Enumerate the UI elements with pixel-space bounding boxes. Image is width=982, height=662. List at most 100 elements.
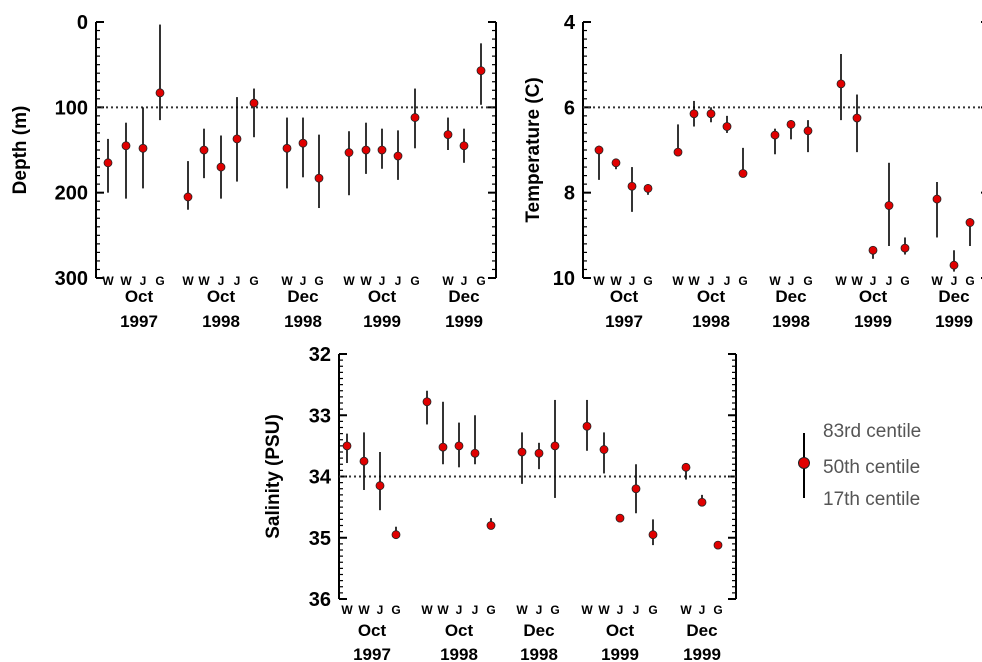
salinity-median-point	[391, 530, 401, 540]
temperature-site-label: J	[951, 274, 958, 288]
depth-y-tick-label: 100	[55, 97, 88, 119]
salinity-group-month-label: Oct	[606, 621, 635, 640]
depth-median-point	[476, 66, 486, 76]
depth-group-year-label: 1998	[202, 312, 240, 331]
depth-group-month-label: Dec	[287, 287, 318, 306]
depth-site-label: W	[198, 274, 210, 288]
temperature-group-month-label: Oct	[697, 287, 726, 306]
depth-median-point	[103, 158, 113, 168]
depth-site-label: W	[182, 274, 194, 288]
salinity-group-year-label: 1999	[683, 645, 721, 662]
salinity-site-label: W	[437, 603, 449, 617]
legend-label-50th: 50th centile	[823, 457, 920, 478]
salinity-site-label: W	[598, 603, 610, 617]
depth-group-month-label: Dec	[448, 287, 479, 306]
salinity-group-month-label: Oct	[445, 621, 474, 640]
temperature-group-month-label: Oct	[610, 287, 639, 306]
depth-site-label: G	[314, 274, 323, 288]
salinity-y-axis-label: Salinity (PSU)	[263, 414, 284, 539]
salinity-group-month-label: Dec	[686, 621, 717, 640]
salinity-group-year-label: 1998	[520, 645, 558, 662]
depth-site-label: G	[155, 274, 164, 288]
legend-label-17th: 17th centile	[823, 489, 920, 510]
temperature-median-point	[594, 145, 604, 155]
depth-site-label: W	[360, 274, 372, 288]
temperature-median-point	[722, 122, 732, 131]
temperature-site-label: J	[724, 274, 731, 288]
temperature-group-year-label: 1997	[605, 312, 643, 331]
depth-site-label: J	[395, 274, 402, 288]
temperature-site-label: G	[643, 274, 652, 288]
temperature-site-label: W	[931, 274, 943, 288]
depth-median-point	[216, 162, 226, 172]
temperature-site-label: J	[870, 274, 877, 288]
temperature-median-point	[643, 183, 653, 193]
salinity-site-label: G	[550, 603, 559, 617]
depth-site-label: J	[234, 274, 241, 288]
depth-median-point	[282, 143, 292, 153]
temperature-median-point	[900, 243, 910, 253]
salinity-median-point	[375, 481, 385, 491]
salinity-group-year-label: 1999	[601, 645, 639, 662]
depth-site-label: G	[476, 274, 485, 288]
salinity-site-label: J	[536, 603, 543, 617]
temperature-site-label: J	[886, 274, 893, 288]
salinity-site-label: W	[680, 603, 692, 617]
depth-group-month-label: Oct	[368, 287, 397, 306]
depth-y-tick-label: 300	[55, 268, 88, 290]
salinity-median-point	[615, 513, 625, 523]
temperature-y-tick-label: 4	[564, 12, 576, 34]
temperature-site-label: G	[738, 274, 747, 288]
salinity-median-point	[486, 521, 496, 530]
temperature-site-label: G	[803, 274, 812, 288]
depth-site-label: G	[410, 274, 419, 288]
salinity-site-label: G	[391, 603, 400, 617]
temperature-median-point	[852, 113, 862, 123]
temperature-group-month-label: Dec	[938, 287, 969, 306]
temperature-site-label: W	[672, 274, 684, 288]
temperature-site-label: W	[769, 274, 781, 288]
salinity-site-label: W	[358, 603, 370, 617]
temperature-median-point	[611, 158, 621, 168]
salinity-site-label: G	[486, 603, 495, 617]
salinity-group-year-label: 1998	[440, 645, 478, 662]
temperature-y-tick-label: 8	[564, 183, 575, 205]
temperature-site-label: W	[851, 274, 863, 288]
temperature-median-point	[932, 194, 942, 204]
salinity-site-label: W	[516, 603, 528, 617]
temperature-median-point	[836, 79, 846, 89]
salinity-median-point	[599, 445, 609, 454]
depth-y-tick-label: 200	[55, 183, 88, 205]
depth-median-point	[232, 134, 242, 144]
salinity-median-point	[631, 484, 641, 494]
temperature-site-label: W	[593, 274, 605, 288]
temperature-median-point	[673, 147, 683, 157]
temperature-median-point	[770, 130, 780, 140]
depth-median-point	[298, 138, 308, 148]
depth-group-month-label: Oct	[125, 287, 154, 306]
depth-site-label: W	[281, 274, 293, 288]
temperature-median-point	[689, 109, 699, 119]
depth-median-point	[377, 145, 387, 155]
temperature-site-label: G	[900, 274, 909, 288]
depth-median-point	[121, 141, 131, 151]
salinity-y-tick-label: 35	[309, 528, 331, 550]
temperature-group-year-label: 1998	[772, 312, 810, 331]
salinity-median-point	[342, 441, 352, 451]
temperature-median-point	[803, 126, 813, 136]
salinity-y-tick-label: 33	[309, 405, 331, 427]
temperature-group-month-label: Oct	[859, 287, 888, 306]
depth-site-label: J	[379, 274, 386, 288]
temperature-site-label: W	[835, 274, 847, 288]
depth-site-label: W	[120, 274, 132, 288]
salinity-site-label: W	[421, 603, 433, 617]
temperature-median-point	[627, 181, 637, 191]
salinity-group-month-label: Oct	[358, 621, 387, 640]
temperature-y-tick-label: 6	[564, 97, 575, 119]
depth-median-point	[344, 148, 354, 157]
temperature-y-axis-label: Temperature (C)	[523, 77, 544, 222]
temperature-site-label: G	[965, 274, 974, 288]
